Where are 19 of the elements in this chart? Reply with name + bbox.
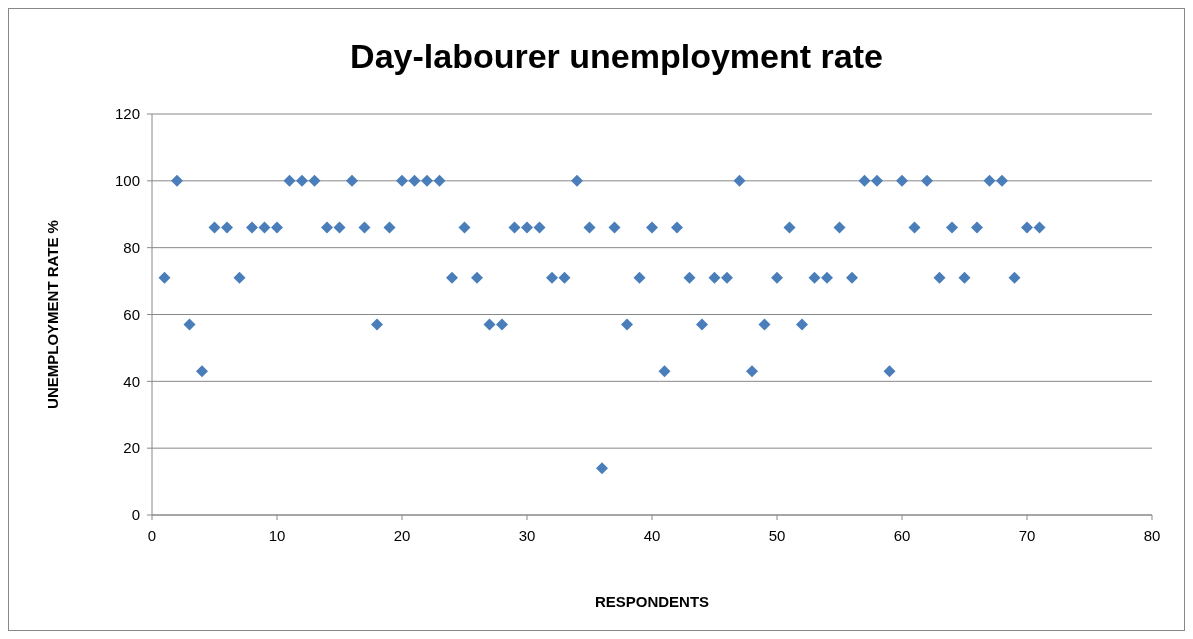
x-tick-label: 60: [893, 527, 911, 544]
x-tick-label: 70: [1018, 527, 1036, 544]
x-tick-label: 80: [1143, 527, 1161, 544]
y-tick-label: 20: [123, 439, 140, 457]
x-tick-label: 0: [147, 527, 157, 544]
x-tick-label: 30: [518, 527, 536, 544]
x-tick-label: 10: [268, 527, 286, 544]
x-axis-title: RESPONDENTS: [594, 593, 710, 610]
y-axis-title: UNEMPLOYMENT RATE %: [44, 220, 61, 409]
y-tick-label: 0: [131, 506, 140, 524]
y-tick-label: 100: [114, 172, 140, 190]
chart-title: Day-labourer unemployment rate: [350, 37, 883, 75]
y-tick-label: 60: [123, 305, 140, 323]
x-tick-label: 20: [393, 527, 411, 544]
x-tick-label: 40: [643, 527, 661, 544]
y-tick-label: 80: [123, 238, 140, 256]
y-tick-label: 40: [123, 372, 140, 390]
y-tick-label: 120: [114, 105, 140, 123]
x-tick-label: 50: [768, 527, 786, 544]
